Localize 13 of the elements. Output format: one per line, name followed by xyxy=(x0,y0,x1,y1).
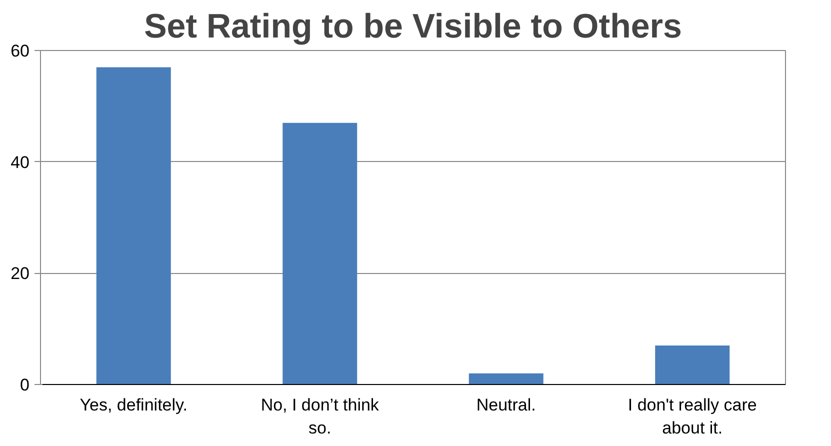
chart-title: Set Rating to be Visible to Others xyxy=(144,8,682,46)
x-tick-label: Yes, definitely. xyxy=(80,396,188,414)
x-tick-label: Neutral. xyxy=(476,396,536,414)
x-tick-label: No, I don’t think so. xyxy=(260,396,380,438)
bar xyxy=(282,122,358,384)
bar xyxy=(468,373,544,384)
y-tick-label: 20 xyxy=(10,264,30,284)
x-tick-label: I don't really care about it. xyxy=(628,396,757,438)
y-tick-label: 40 xyxy=(10,152,30,172)
y-tick-label: 60 xyxy=(10,42,30,60)
bar xyxy=(96,67,171,384)
y-tick-label: 0 xyxy=(20,376,30,394)
bar xyxy=(655,346,730,384)
